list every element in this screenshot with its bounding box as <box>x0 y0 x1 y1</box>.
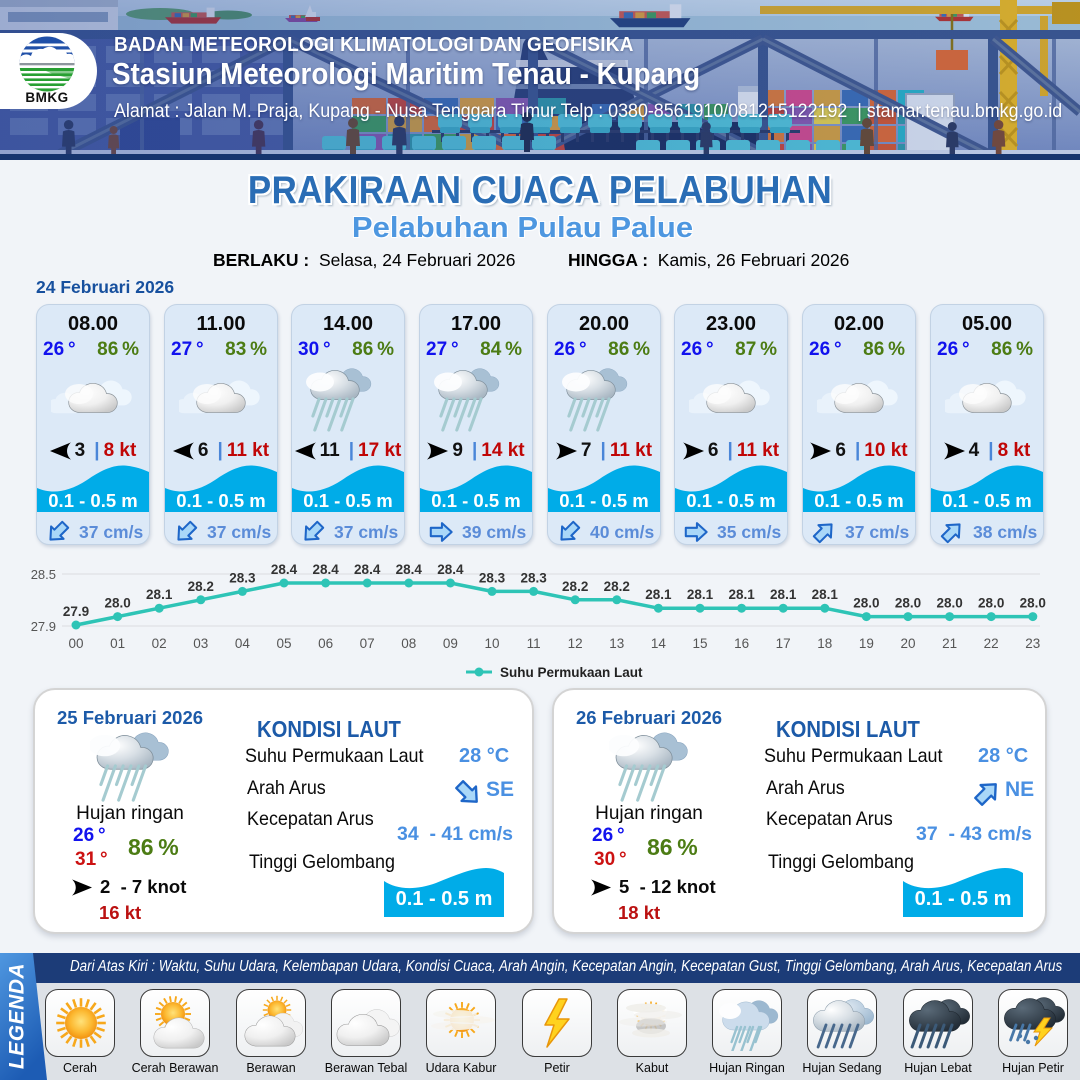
svg-text:04: 04 <box>235 636 251 651</box>
svg-text:00: 00 <box>68 636 83 651</box>
svg-text:28.4: 28.4 <box>354 562 381 577</box>
svg-text:28.3: 28.3 <box>520 570 547 585</box>
svg-text:12: 12 <box>568 636 583 651</box>
svg-text:09: 09 <box>443 636 458 651</box>
svg-text:28.3: 28.3 <box>229 570 256 585</box>
svg-text:15: 15 <box>692 636 707 651</box>
svg-text:22: 22 <box>984 636 999 651</box>
svg-text:28.0: 28.0 <box>978 596 1004 611</box>
svg-text:28.0: 28.0 <box>853 596 879 611</box>
svg-text:27.9: 27.9 <box>31 619 56 634</box>
svg-text:27.9: 27.9 <box>63 604 89 619</box>
svg-text:28.0: 28.0 <box>895 596 921 611</box>
svg-text:01: 01 <box>110 636 125 651</box>
svg-text:28.1: 28.1 <box>687 587 714 602</box>
svg-text:23: 23 <box>1025 636 1040 651</box>
svg-text:28.1: 28.1 <box>146 587 173 602</box>
svg-text:19: 19 <box>859 636 874 651</box>
svg-text:28.2: 28.2 <box>188 579 214 594</box>
svg-text:16: 16 <box>734 636 749 651</box>
svg-text:10: 10 <box>484 636 499 651</box>
svg-text:02: 02 <box>152 636 167 651</box>
svg-text:17: 17 <box>776 636 791 651</box>
svg-text:03: 03 <box>193 636 208 651</box>
svg-text:18: 18 <box>817 636 832 651</box>
svg-text:08: 08 <box>401 636 416 651</box>
svg-text:28.2: 28.2 <box>604 579 630 594</box>
svg-text:28.4: 28.4 <box>271 562 298 577</box>
svg-text:28.4: 28.4 <box>437 562 464 577</box>
svg-text:Suhu Permukaan Laut: Suhu Permukaan Laut <box>500 665 643 680</box>
svg-text:28.3: 28.3 <box>479 570 506 585</box>
svg-text:13: 13 <box>609 636 624 651</box>
svg-text:06: 06 <box>318 636 333 651</box>
svg-text:28.0: 28.0 <box>936 596 962 611</box>
svg-text:20: 20 <box>900 636 915 651</box>
svg-text:28.5: 28.5 <box>31 567 56 582</box>
svg-text:11: 11 <box>527 636 541 651</box>
svg-text:14: 14 <box>651 636 667 651</box>
svg-text:28.0: 28.0 <box>104 596 130 611</box>
svg-text:21: 21 <box>942 636 957 651</box>
svg-text:28.1: 28.1 <box>728 587 755 602</box>
svg-text:28.1: 28.1 <box>770 587 797 602</box>
svg-text:28.2: 28.2 <box>562 579 588 594</box>
svg-text:07: 07 <box>360 636 375 651</box>
svg-text:05: 05 <box>276 636 291 651</box>
svg-text:28.4: 28.4 <box>312 562 339 577</box>
svg-text:28.0: 28.0 <box>1020 596 1046 611</box>
svg-text:28.1: 28.1 <box>812 587 839 602</box>
svg-text:28.4: 28.4 <box>396 562 423 577</box>
svg-text:28.1: 28.1 <box>645 587 672 602</box>
